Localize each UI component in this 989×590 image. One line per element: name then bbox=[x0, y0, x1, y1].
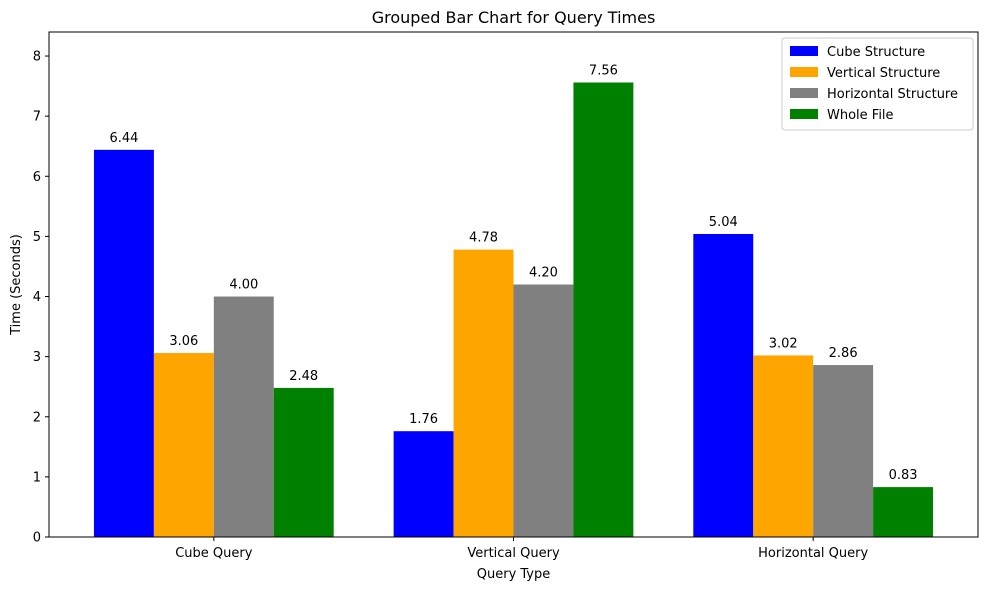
x-tick-label: Cube Query bbox=[175, 546, 253, 561]
bar-value-label: 7.56 bbox=[589, 64, 618, 79]
bar-value-label: 6.44 bbox=[109, 131, 138, 146]
legend: Cube Structure Vertical Structure Horizont… bbox=[781, 37, 974, 131]
legend-box bbox=[781, 37, 974, 131]
legend-swatch bbox=[790, 109, 818, 119]
bar-value-label: 3.06 bbox=[169, 334, 198, 349]
bar bbox=[213, 296, 274, 537]
bar bbox=[693, 234, 754, 537]
y-tick-label: 7 bbox=[33, 110, 41, 125]
bar bbox=[813, 365, 874, 537]
bar bbox=[93, 149, 154, 538]
y-tick-label: 3 bbox=[33, 350, 41, 365]
y-tick-label: 6 bbox=[33, 170, 41, 185]
legend-swatch bbox=[790, 67, 818, 77]
bar-value-label: 2.48 bbox=[289, 369, 318, 384]
bar-value-label: 2.86 bbox=[829, 346, 858, 361]
y-tick-label: 8 bbox=[33, 50, 41, 65]
bar bbox=[153, 353, 214, 537]
legend-swatch bbox=[790, 46, 818, 56]
y-tick-label: 1 bbox=[33, 470, 41, 485]
y-tick-label: 0 bbox=[33, 531, 41, 546]
bars-layer bbox=[93, 82, 934, 538]
bar-value-label: 4.78 bbox=[469, 231, 498, 246]
bar bbox=[453, 249, 514, 537]
x-axis-label: Query Type bbox=[477, 567, 551, 582]
legend-label: Vertical Structure bbox=[827, 66, 940, 81]
legend-label: Whole File bbox=[827, 108, 894, 123]
bar bbox=[873, 487, 934, 537]
bar bbox=[273, 387, 334, 537]
bar bbox=[573, 82, 634, 537]
bar bbox=[513, 284, 574, 537]
bar bbox=[753, 355, 814, 537]
legend-swatch bbox=[790, 88, 818, 98]
chart-title: Grouped Bar Chart for Query Times bbox=[372, 8, 656, 27]
bar-value-label: 4.00 bbox=[229, 278, 258, 293]
bar-value-label: 0.83 bbox=[889, 468, 918, 483]
bar-value-label: 5.04 bbox=[709, 215, 738, 230]
ticks-layer: 0 1 2 3 4 5 6 7 8 Cube Query Vertical Query Horizon… bbox=[33, 50, 869, 561]
legend-label: Cube Structure bbox=[827, 45, 925, 60]
bar-value-labels: 6.44 1.76 5.04 3.06 4.78 3.02 4.00 4.20 2.86 2.48… bbox=[109, 64, 917, 484]
y-tick-label: 5 bbox=[33, 230, 41, 245]
y-axis-label: Time (Seconds) bbox=[9, 234, 24, 336]
x-tick-label: Vertical Query bbox=[467, 546, 560, 561]
bar-value-label: 1.76 bbox=[409, 412, 438, 427]
y-tick-label: 4 bbox=[33, 290, 41, 305]
bar-value-label: 4.20 bbox=[529, 266, 558, 281]
bar bbox=[393, 431, 454, 537]
x-tick-label: Horizontal Query bbox=[758, 546, 868, 561]
bar-value-label: 3.02 bbox=[769, 336, 798, 351]
legend-label: Horizontal Structure bbox=[827, 87, 958, 102]
y-tick-label: 2 bbox=[33, 410, 41, 425]
